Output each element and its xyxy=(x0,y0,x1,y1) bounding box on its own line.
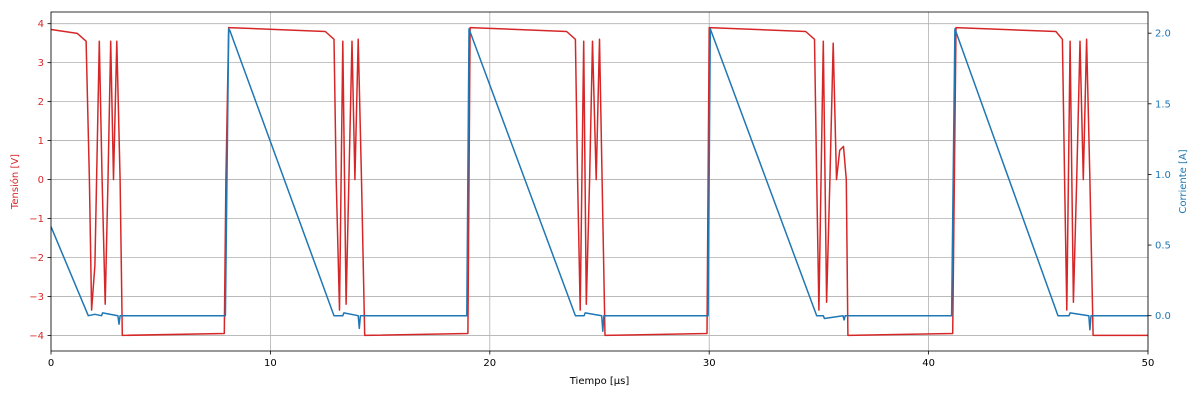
series-layer xyxy=(50,26,1148,337)
y-right-tick-label: 1.0 xyxy=(1155,170,1171,181)
y-axis-right-label: Corriente [A] xyxy=(1178,149,1189,213)
y-axis-left-label: Tensión [V] xyxy=(9,154,21,210)
x-tick-label: 30 xyxy=(703,358,716,369)
x-axis-label: Tiempo [μs] xyxy=(569,376,630,387)
x-tick-label: 50 xyxy=(1142,358,1155,369)
y-left-tick-label: 1 xyxy=(38,136,44,147)
series-current-line xyxy=(50,28,1148,332)
x-tick-label: 10 xyxy=(264,358,277,369)
y-right-tick-label: 0.5 xyxy=(1155,241,1171,252)
y-right-tick-label: 2.0 xyxy=(1155,29,1171,40)
y-left-tick-label: 0 xyxy=(38,175,44,186)
plot-frame xyxy=(50,11,1149,352)
y-left-tick-label: −1 xyxy=(29,214,44,225)
x-tick-label: 40 xyxy=(922,358,935,369)
y-left-tick-label: −3 xyxy=(29,292,44,303)
x-tick-label: 20 xyxy=(483,358,496,369)
ticks: 0 10 20 30 40 50 −4 −3 −2 −1 0 1 2 3 4 0.0 0.5 1.0 1.5 2.0 xyxy=(29,19,1171,369)
y-left-tick-label: 3 xyxy=(38,58,44,69)
x-tick-label: 0 xyxy=(48,358,54,369)
y-right-tick-label: 1.5 xyxy=(1155,99,1171,110)
series-voltage-line xyxy=(50,26,1148,337)
y-left-tick-label: 4 xyxy=(38,19,44,30)
y-left-tick-label: 2 xyxy=(38,97,44,108)
y-left-tick-label: −2 xyxy=(29,253,44,264)
y-right-tick-label: 0.0 xyxy=(1155,311,1171,322)
y-left-tick-label: −4 xyxy=(29,331,44,342)
